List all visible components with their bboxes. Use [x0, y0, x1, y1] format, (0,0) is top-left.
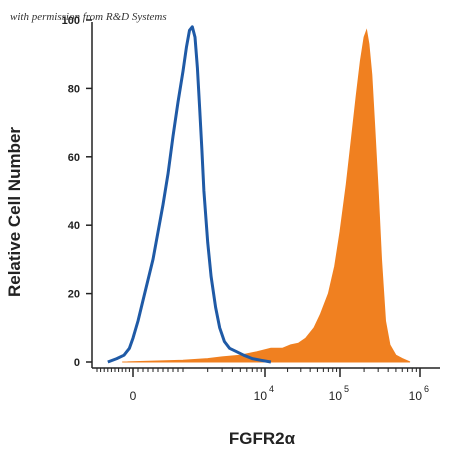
y-axis: 0 20 40 60 80 100 — [62, 15, 93, 369]
x-tick-label: 0 — [130, 389, 137, 403]
series-filled — [122, 28, 411, 363]
x-axis-title: FGFR2α — [229, 429, 296, 448]
y-tick-label: 40 — [68, 220, 80, 232]
y-tick-label: 100 — [62, 15, 80, 27]
y-tick-label: 80 — [68, 83, 80, 95]
x-tick-exponent: 4 — [269, 384, 274, 394]
x-axis: 0 10 4 10 5 10 6 — [92, 367, 440, 403]
plot-area — [107, 25, 411, 364]
x-tick-label: 10 — [409, 389, 423, 403]
watermark: with permission from R&D Systems — [10, 11, 167, 23]
x-tick-label: 10 — [329, 389, 343, 403]
x-tick-exponent: 5 — [344, 384, 349, 394]
y-tick-label: 0 — [74, 357, 80, 369]
series-outline — [107, 25, 272, 364]
y-tick-label: 60 — [68, 152, 80, 164]
y-tick-label: 20 — [68, 289, 80, 301]
x-tick-exponent: 6 — [424, 384, 429, 394]
x-tick-label: 10 — [254, 389, 268, 403]
y-axis-title: Relative Cell Number — [5, 127, 24, 297]
